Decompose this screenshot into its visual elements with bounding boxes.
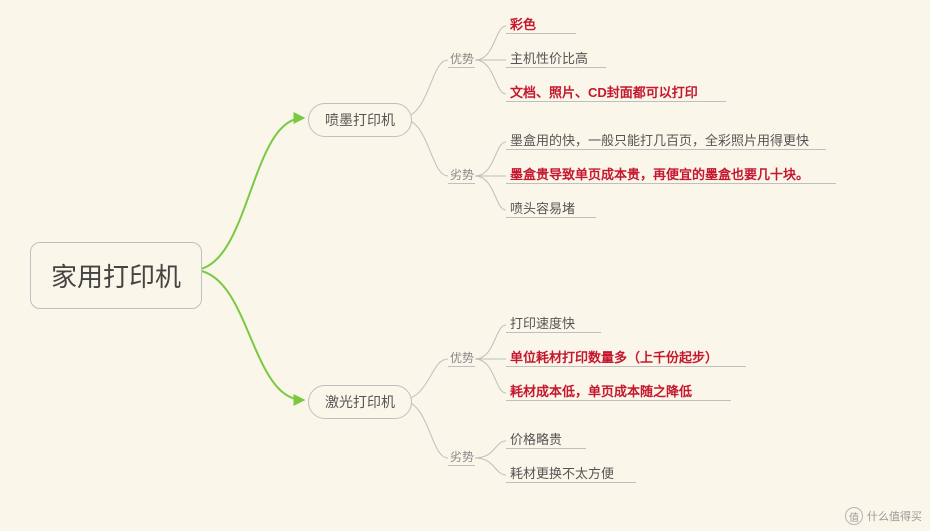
leaf-item: 单位耗材打印数量多（上千份起步） (510, 347, 718, 366)
leaf-item: 耗材更换不太方便 (510, 463, 614, 482)
leaf-item: 彩色 (510, 14, 536, 33)
leaf-item: 喷头容易堵 (510, 198, 575, 217)
branch-laser: 激光打印机 (308, 385, 412, 419)
branch-inkjet-label: 喷墨打印机 (325, 112, 395, 128)
leaf-item: 文档、照片、CD封面都可以打印 (510, 82, 698, 101)
underline (448, 366, 475, 367)
branch-inkjet: 喷墨打印机 (308, 103, 412, 137)
underline (506, 448, 586, 449)
underline (506, 183, 836, 184)
underline (448, 67, 475, 68)
underline (448, 183, 475, 184)
watermark-text: 什么值得买 (867, 508, 922, 524)
inkjet-advantage-label: 优势 (450, 50, 474, 67)
underline (506, 332, 601, 333)
leaf-item: 墨盒贵导致单页成本贵，再便宜的墨盒也要几十块。 (510, 164, 809, 183)
branch-laser-label: 激光打印机 (325, 394, 395, 410)
leaf-item: 主机性价比高 (510, 48, 588, 67)
laser-advantage-label: 优势 (450, 349, 474, 366)
leaf-item: 价格略贵 (510, 429, 562, 448)
underline (448, 465, 475, 466)
watermark: 值 什么值得买 (845, 507, 922, 525)
underline (506, 101, 726, 102)
root-node: 家用打印机 (30, 242, 202, 309)
underline (506, 67, 606, 68)
underline (506, 217, 596, 218)
underline (506, 149, 826, 150)
underline (506, 400, 731, 401)
watermark-icon: 值 (845, 507, 863, 525)
leaf-item: 打印速度快 (510, 313, 575, 332)
root-label: 家用打印机 (51, 262, 181, 292)
underline (506, 366, 746, 367)
leaf-item: 墨盒用的快，一般只能打几百页，全彩照片用得更快 (510, 130, 809, 149)
leaf-item: 耗材成本低，单页成本随之降低 (510, 381, 692, 400)
inkjet-disadvantage-label: 劣势 (450, 166, 474, 183)
underline (506, 482, 636, 483)
underline (506, 33, 576, 34)
laser-disadvantage-label: 劣势 (450, 448, 474, 465)
